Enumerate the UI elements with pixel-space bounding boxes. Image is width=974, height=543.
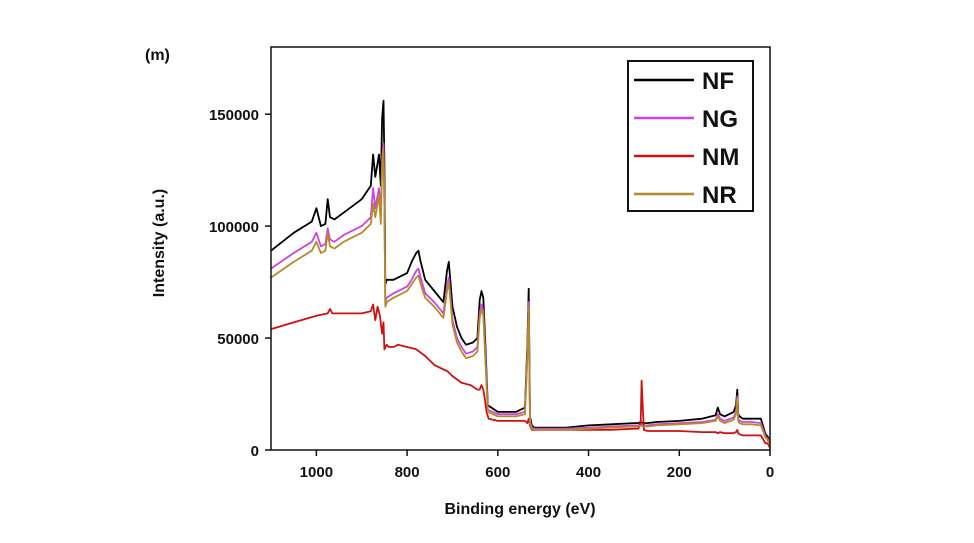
series-line-nr xyxy=(270,146,771,446)
x-axis-title: Binding energy (eV) xyxy=(444,501,595,518)
y-axis-ticks: 0 50000 100000 150000 xyxy=(209,107,271,460)
legend-label-ng: NG xyxy=(702,106,738,133)
legend-label-nf: NF xyxy=(702,68,734,95)
x-axis-ticks: 1000 800 600 400 200 0 xyxy=(300,450,774,481)
x-tick-label: 200 xyxy=(667,464,692,481)
x-tick-label: 800 xyxy=(395,464,420,481)
legend-label-nr: NR xyxy=(702,182,737,209)
x-tick-label: 0 xyxy=(766,464,774,481)
y-tick-label: 50000 xyxy=(217,331,259,348)
plot-lines xyxy=(270,99,771,449)
x-tick-label: 600 xyxy=(485,464,510,481)
x-tick-label: 1000 xyxy=(300,464,333,481)
series-line-ng xyxy=(270,142,771,445)
y-tick-label: 100000 xyxy=(209,219,259,236)
series-line-nf xyxy=(270,99,771,444)
y-tick-label: 150000 xyxy=(209,107,259,124)
y-axis-title: Intensity (a.u.) xyxy=(151,189,168,297)
x-tick-label: 400 xyxy=(576,464,601,481)
plot-frame xyxy=(270,46,771,451)
y-tick-label: 0 xyxy=(251,443,259,460)
series-line-nm xyxy=(270,303,771,449)
legend: NF NG NM NR xyxy=(627,60,754,212)
legend-label-nm: NM xyxy=(702,144,739,171)
legend-box xyxy=(627,60,754,212)
panel-label: (m) xyxy=(145,47,170,64)
